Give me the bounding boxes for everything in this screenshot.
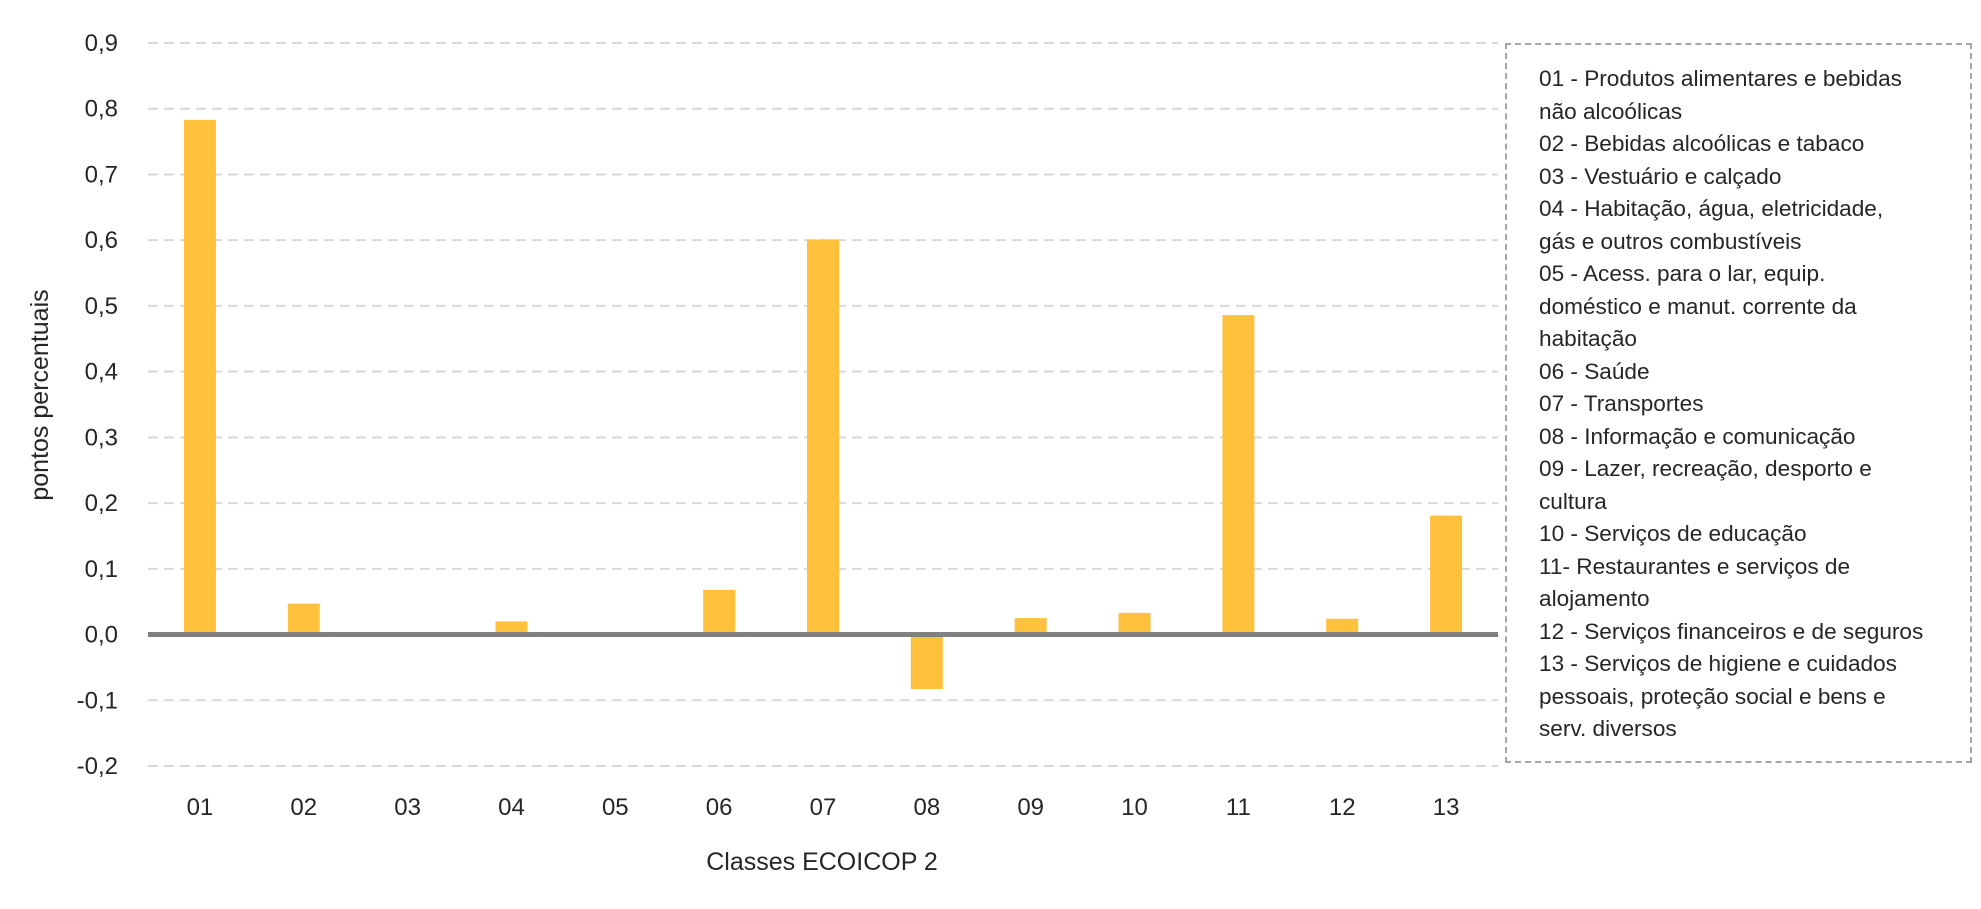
x-tick-label: 01 — [187, 794, 214, 821]
legend-line: pessoais, proteção social e bens e — [1539, 683, 1886, 709]
x-tick-label: 08 — [913, 794, 940, 821]
bars — [183, 119, 1463, 690]
bar-13 — [1430, 515, 1463, 635]
x-tick-label: 11 — [1226, 794, 1251, 821]
legend-line: 04 - Habitação, água, eletricidade, — [1539, 196, 1884, 221]
legend-line: 12 - Serviços financeiros e de seguros — [1539, 618, 1924, 644]
legend-line: 01 - Produtos alimentares e bebidas — [1539, 66, 1902, 91]
x-axis-title: Classes ECOICOP 2 — [706, 848, 938, 876]
bar-08 — [910, 634, 943, 690]
legend-line: 02 - Bebidas alcoólicas e tabaco — [1539, 131, 1865, 156]
y-tick-label: 0,2 — [85, 490, 118, 517]
x-tick-label: 03 — [394, 794, 421, 821]
legend-line: 06 - Saúde — [1539, 358, 1650, 384]
y-axis-tick-labels: -0,2 -0,1 0,0 0,1 0,2 0,3 0,4 0,5 0,6 0,7 0,8 0,9 — [77, 30, 118, 780]
legend-line: 05 - Acess. para o lar, equip. — [1539, 261, 1826, 286]
bar-06 — [703, 589, 736, 635]
legend-line: 11- Restaurantes e serviços de — [1539, 553, 1851, 579]
legend-line: serv. diversos — [1539, 716, 1677, 741]
legend-line: habitação — [1539, 326, 1637, 351]
y-tick-label: 0,1 — [85, 556, 118, 583]
legend-list: 01 - Produtos alimentares e bebidas não a… — [1539, 63, 1956, 746]
y-tick-label: 0,6 — [85, 227, 118, 254]
x-tick-label: 12 — [1329, 794, 1356, 821]
y-tick-label: 0,5 — [85, 293, 118, 320]
legend-line: não alcoólicas — [1539, 98, 1683, 124]
x-tick-label: 10 — [1121, 794, 1148, 821]
y-tick-label: 0,8 — [85, 96, 118, 123]
y-tick-label: -0,2 — [77, 753, 118, 780]
x-tick-label: 07 — [810, 794, 837, 821]
bar-10 — [1118, 612, 1151, 635]
y-tick-label: 0,0 — [85, 622, 118, 649]
legend-line: 13 - Serviços de higiene e cuidados — [1539, 651, 1897, 676]
bar-11 — [1222, 315, 1255, 635]
x-tick-label: 02 — [290, 794, 317, 821]
y-tick-label: -0,1 — [77, 687, 118, 714]
y-tick-label: 0,4 — [85, 359, 118, 386]
legend-line: gás e outros combustíveis — [1539, 228, 1802, 254]
x-tick-label: 06 — [706, 794, 733, 821]
legend-line: 07 - Transportes — [1539, 391, 1704, 416]
legend-line: alojamento — [1539, 586, 1650, 611]
x-tick-label: 05 — [602, 794, 629, 821]
y-tick-label: 0,9 — [85, 30, 118, 57]
bar-04 — [495, 621, 528, 635]
bar-12 — [1326, 618, 1359, 635]
bar-02 — [287, 603, 320, 635]
y-tick-label: 0,7 — [85, 161, 118, 188]
legend-line: 09 - Lazer, recreação, desporto e — [1539, 456, 1872, 481]
legend-line: cultura — [1539, 488, 1607, 514]
y-axis-title: pontos percentuais — [26, 289, 54, 500]
legend-line: 03 - Vestuário e calçado — [1539, 163, 1782, 189]
legend: 01 - Produtos alimentares e bebidas não a… — [1505, 43, 1972, 763]
legend-line: 10 - Serviços de educação — [1539, 521, 1807, 546]
bar-01 — [183, 119, 216, 635]
legend-line: 08 - Informação e comunicação — [1539, 423, 1856, 449]
x-tick-label: 13 — [1433, 794, 1460, 821]
x-tick-label: 09 — [1017, 794, 1044, 821]
bar-09 — [1014, 618, 1047, 635]
legend-line: doméstico e manut. corrente da — [1539, 293, 1857, 319]
x-tick-label: 04 — [498, 794, 525, 821]
y-tick-label: 0,3 — [85, 424, 118, 451]
bar-07 — [807, 239, 839, 635]
x-axis-tick-labels: 01 02 03 04 05 06 07 08 09 10 11 12 13 — [187, 794, 1460, 821]
